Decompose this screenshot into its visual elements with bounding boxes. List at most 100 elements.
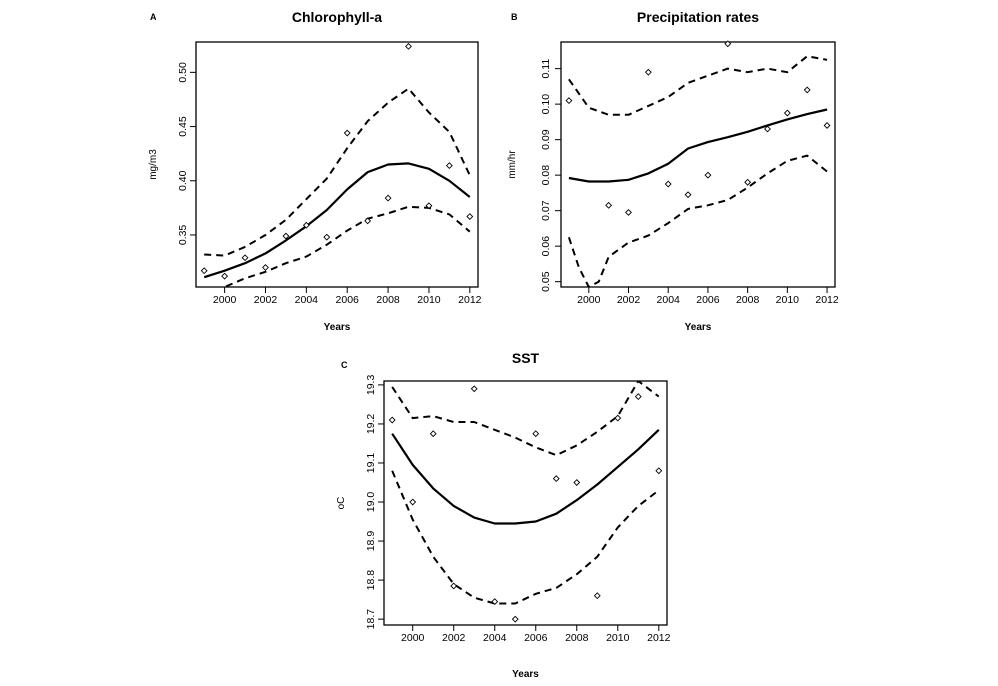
y-tick-label: 19.3 <box>365 375 377 396</box>
y-tick-label: 0.07 <box>540 200 552 221</box>
y-axis-label: mm/hr <box>507 150 518 179</box>
y-tick-label: 0.45 <box>177 116 189 137</box>
panel-letter: B <box>511 12 518 22</box>
data-point <box>429 430 437 438</box>
x-tick-label: 2012 <box>458 294 482 306</box>
plot-frame <box>560 41 836 288</box>
x-axis-label: Years <box>685 322 712 333</box>
data-point <box>593 592 601 600</box>
x-tick-label: 2000 <box>213 294 237 306</box>
data-point <box>764 125 771 133</box>
y-tick-label: 0.08 <box>540 165 552 186</box>
data-point <box>655 467 663 475</box>
x-tick-label: 2006 <box>524 632 548 644</box>
data-point <box>565 97 573 105</box>
plot-area <box>391 381 660 605</box>
upper-bound-line <box>568 55 828 116</box>
lower-bound-line <box>219 205 471 287</box>
data-point <box>221 272 229 280</box>
data-point <box>241 254 249 262</box>
x-tick-label: 2010 <box>606 632 630 644</box>
x-tick-label: 2004 <box>295 294 319 306</box>
y-tick-label: 18.8 <box>365 570 377 591</box>
upper-bound-line <box>204 87 471 257</box>
x-tick-label: 2008 <box>736 294 760 306</box>
panel-a: A Chlorophyll-a 2000 2002 2004 2006 2008 2010 20… <box>148 9 482 333</box>
y-tick-label: 0.35 <box>177 225 189 246</box>
y-axis-label: mg/m3 <box>148 149 159 180</box>
chart-title: Chlorophyll-a <box>292 9 382 25</box>
y-tick-label: 19.1 <box>365 453 377 474</box>
data-point <box>450 582 458 590</box>
data-point <box>343 129 351 137</box>
x-tick-label: 2008 <box>565 632 589 644</box>
plot-area <box>567 55 828 287</box>
fit-line <box>568 108 828 183</box>
data-point <box>625 208 632 216</box>
data-point <box>704 171 712 179</box>
x-axis-label: Years <box>324 322 351 333</box>
data-point <box>405 42 412 50</box>
data-point <box>445 162 453 170</box>
data-point <box>466 213 474 220</box>
data-point <box>605 201 613 209</box>
x-tick-label: 2002 <box>617 294 641 306</box>
x-tick-label: 2002 <box>254 294 278 306</box>
data-point <box>532 430 540 438</box>
y-tick-label: 18.7 <box>365 609 377 630</box>
y-axis-label: oC <box>336 497 347 510</box>
lower-bound-line <box>567 154 828 287</box>
panel-b: B Precipitation rates 2000 2002 2004 2006 2008… <box>507 9 839 333</box>
x-tick-label: 2012 <box>815 294 839 306</box>
fit-line <box>203 162 471 279</box>
data-point <box>573 479 581 486</box>
data-point <box>491 598 499 606</box>
x-tick-label: 2008 <box>376 294 400 306</box>
panel-letter: A <box>150 12 157 22</box>
data-point <box>511 615 519 623</box>
x-tick-label: 2004 <box>657 294 681 306</box>
data-point <box>409 498 417 506</box>
y-tick-label: 19.2 <box>365 414 377 435</box>
data-point <box>803 86 811 94</box>
chart-title: SST <box>512 350 540 366</box>
data-point <box>744 178 752 186</box>
x-axis-label: Years <box>512 669 539 680</box>
plot-area <box>203 87 471 287</box>
data-point <box>364 217 372 225</box>
data-point <box>323 233 331 241</box>
data-point <box>302 221 310 229</box>
x-tick-label: 2006 <box>696 294 720 306</box>
lower-bound-line <box>391 470 660 605</box>
data-point <box>684 191 692 199</box>
y-tick-label: 0.05 <box>540 271 552 292</box>
y-tick-label: 0.40 <box>177 170 189 191</box>
data-point <box>262 264 269 271</box>
data-point <box>552 475 560 483</box>
data-point <box>200 267 208 275</box>
fit-line <box>391 429 660 525</box>
data-point <box>614 414 622 422</box>
plot-frame <box>383 380 668 626</box>
data-point <box>724 40 732 48</box>
data-point <box>644 68 652 76</box>
y-tick-label: 0.11 <box>540 59 552 79</box>
x-tick-label: 2012 <box>647 632 671 644</box>
x-tick-label: 2002 <box>442 632 466 644</box>
chart-title: Precipitation rates <box>637 9 759 25</box>
data-point <box>384 194 392 202</box>
y-tick-label: 18.9 <box>365 531 377 552</box>
panel-letter: C <box>341 360 348 370</box>
data-point <box>282 232 290 240</box>
data-point <box>634 393 642 401</box>
panel-c: C SST 2000 2002 2004 2006 2008 2010 2012 18.7 18.8… <box>336 350 671 680</box>
data-point <box>783 109 791 117</box>
x-tick-label: 2010 <box>417 294 441 306</box>
x-tick-label: 2004 <box>483 632 507 644</box>
y-tick-label: 0.50 <box>177 62 189 83</box>
x-tick-label: 2000 <box>401 632 425 644</box>
data-point <box>425 202 433 210</box>
data-point <box>664 180 672 188</box>
x-tick-label: 2006 <box>336 294 360 306</box>
